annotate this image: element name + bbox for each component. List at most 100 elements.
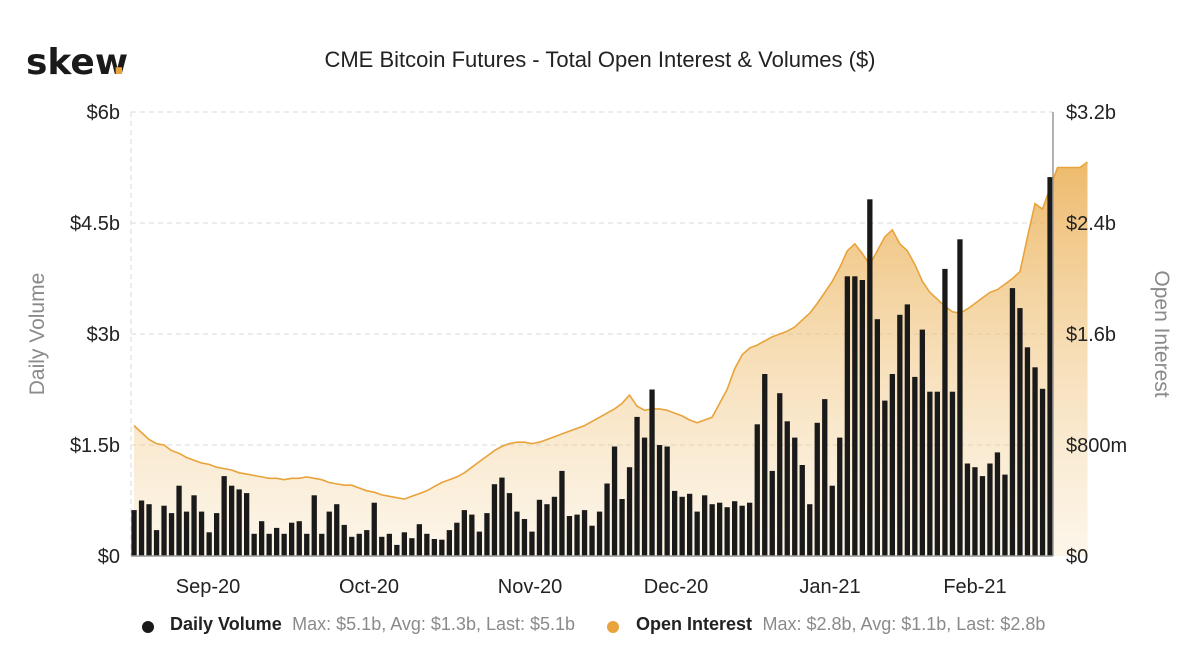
volume-bar bbox=[566, 516, 573, 556]
volume-bar bbox=[904, 304, 910, 556]
legend-marker-daily-volume bbox=[142, 621, 154, 633]
x-tick: Jan-21 bbox=[799, 576, 860, 598]
volume-bar bbox=[754, 424, 760, 556]
volume-bar bbox=[259, 521, 265, 556]
volume-bar bbox=[251, 533, 257, 556]
volume-bar bbox=[769, 470, 775, 556]
volume-bar bbox=[229, 485, 235, 556]
open-interest-line bbox=[133, 161, 1088, 500]
volume-bar bbox=[521, 519, 528, 556]
volume-bar bbox=[837, 437, 843, 556]
volume-bar bbox=[626, 467, 633, 556]
volume-bar bbox=[491, 484, 498, 556]
volume-bar bbox=[544, 504, 550, 556]
volume-bar bbox=[274, 527, 280, 556]
volume-bar bbox=[611, 446, 618, 556]
legend-item-daily-volume[interactable]: Daily Volume Max: $5.1b, Avg: $1.3b, Las… bbox=[142, 614, 575, 634]
volume-bar bbox=[596, 511, 603, 556]
volume-bar bbox=[416, 524, 422, 556]
y-right-tick: $1.6b bbox=[1066, 324, 1116, 346]
volume-bar bbox=[183, 511, 190, 556]
y-right-axis-title: Open Interest bbox=[1150, 270, 1173, 397]
volume-bar bbox=[942, 268, 948, 556]
volume-bar bbox=[897, 314, 903, 556]
volume-bar bbox=[604, 483, 610, 556]
volume-bar bbox=[146, 504, 152, 556]
volume-bar bbox=[1017, 308, 1023, 556]
volume-bar bbox=[476, 531, 482, 556]
volume-bar bbox=[919, 329, 925, 556]
legend-item-open-interest[interactable]: Open Interest Max: $2.8b, Avg: $1.1b, La… bbox=[607, 614, 1045, 634]
legend-marker-open-interest bbox=[607, 621, 619, 633]
volume-bar bbox=[454, 522, 460, 556]
volume-bar bbox=[1024, 347, 1031, 556]
volume-bar bbox=[214, 513, 220, 556]
volume-bar bbox=[401, 532, 407, 556]
volume-bar bbox=[131, 510, 137, 556]
volume-bar bbox=[994, 452, 1001, 556]
legend-name: Daily Volume bbox=[170, 614, 282, 634]
legend-stats: Max: $5.1b, Avg: $1.3b, Last: $5.1b bbox=[292, 614, 575, 634]
volume-bar bbox=[957, 239, 963, 557]
volume-bar bbox=[889, 374, 895, 556]
x-tick: Nov-20 bbox=[498, 576, 562, 598]
volume-bar bbox=[927, 391, 933, 556]
volume-bar bbox=[334, 504, 340, 556]
volume-bar bbox=[176, 485, 182, 556]
volume-bar bbox=[319, 533, 325, 556]
volume-bar bbox=[161, 505, 167, 556]
volume-bar bbox=[724, 507, 730, 556]
svg-text:Daily Volume Max: $5.1: Daily Volume Max: $5.1b, Avg: $1.3b, Las… bbox=[170, 614, 575, 634]
x-tick: Dec-20 bbox=[644, 576, 708, 598]
legend-stats: Max: $2.8b, Avg: $1.1b, Last: $2.8b bbox=[762, 614, 1045, 634]
volume-bar bbox=[784, 421, 790, 556]
logo-dot: . bbox=[112, 42, 126, 83]
volume-bar bbox=[439, 539, 445, 556]
volume-bar bbox=[289, 522, 295, 556]
right-axis-ticks: $3.2b $2.4b $1.6b $800m $0 bbox=[1066, 102, 1127, 568]
volume-bar bbox=[762, 374, 768, 556]
y-left-tick: $4.5b bbox=[70, 213, 120, 235]
volume-bar bbox=[634, 416, 640, 556]
chart-title: CME Bitcoin Futures - Total Open Interes… bbox=[324, 47, 875, 72]
volume-bar bbox=[581, 510, 588, 556]
volume-bar bbox=[844, 276, 850, 556]
volume-bar bbox=[1032, 367, 1038, 556]
volume-bar bbox=[732, 501, 738, 556]
volume-bar bbox=[311, 495, 317, 556]
volume-bar bbox=[1047, 177, 1053, 556]
volume-bar bbox=[409, 538, 415, 556]
volume-bar bbox=[799, 465, 805, 556]
volume-bar bbox=[702, 495, 708, 556]
volume-bar bbox=[777, 393, 783, 556]
volume-bar bbox=[529, 531, 535, 556]
volume-bar bbox=[446, 530, 452, 556]
y-right-tick: $0 bbox=[1066, 546, 1088, 568]
volume-bar bbox=[349, 536, 355, 556]
volume-bar bbox=[296, 521, 302, 556]
volume-bar bbox=[394, 544, 400, 556]
volume-bar bbox=[341, 524, 347, 556]
axis-lines bbox=[131, 112, 1054, 557]
volume-bar bbox=[431, 539, 437, 556]
logo-text: skew bbox=[26, 42, 128, 83]
volume-bar bbox=[672, 490, 678, 556]
y-left-axis-title: Daily Volume bbox=[26, 273, 49, 396]
volume-bar bbox=[641, 437, 648, 556]
volume-bar bbox=[679, 496, 685, 556]
volume-bar bbox=[739, 505, 745, 556]
volume-bar bbox=[266, 533, 272, 556]
volume-bar bbox=[859, 280, 865, 556]
x-tick: Sep-20 bbox=[176, 576, 241, 598]
volume-bar bbox=[326, 511, 332, 556]
volume-bar bbox=[304, 533, 310, 556]
daily-volume-bars bbox=[131, 177, 1053, 557]
volume-bar bbox=[829, 485, 835, 556]
x-axis-ticks: Sep-20 Oct-20 Nov-20 Dec-20 Jan-21 Feb-2… bbox=[176, 576, 1007, 598]
volume-bar bbox=[964, 463, 971, 556]
legend-name: Open Interest bbox=[636, 614, 752, 634]
volume-bar bbox=[814, 422, 820, 556]
volume-bar bbox=[912, 376, 918, 556]
volume-bar bbox=[364, 530, 370, 556]
volume-bar bbox=[514, 511, 520, 556]
